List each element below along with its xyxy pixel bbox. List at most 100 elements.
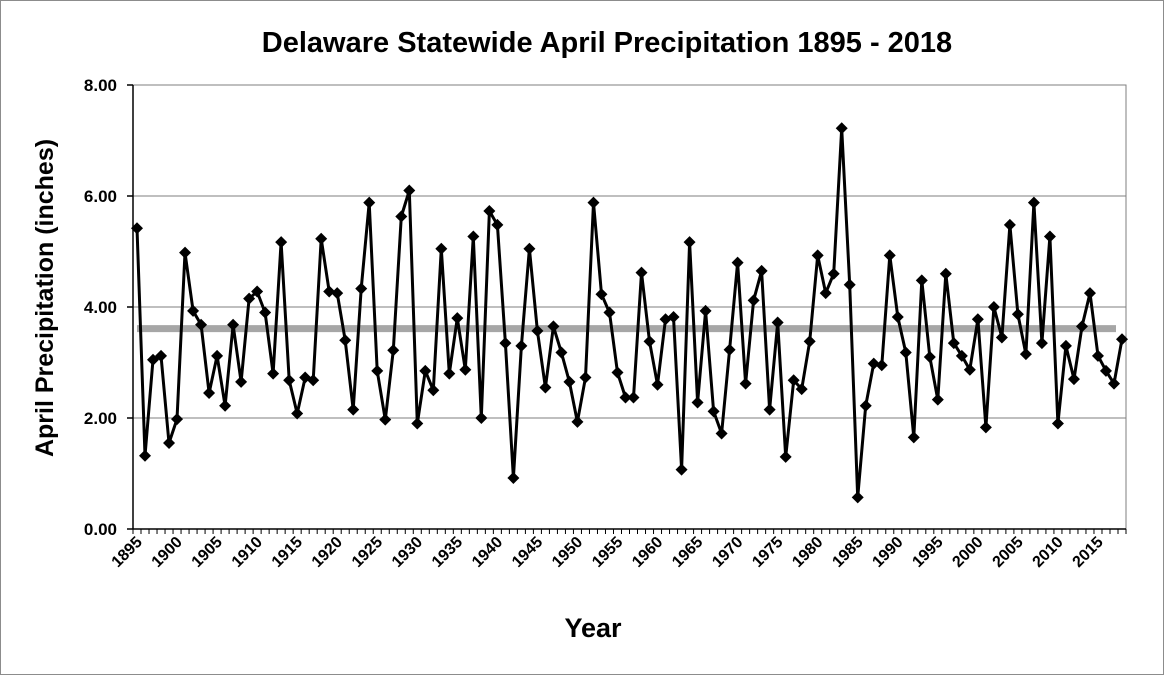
data-point-marker <box>195 318 208 331</box>
data-point-marker <box>627 391 640 404</box>
data-point-marker <box>1116 333 1128 346</box>
data-point-marker <box>451 312 464 325</box>
data-point-marker <box>827 267 840 280</box>
x-tick-label: 1940 <box>469 534 506 571</box>
x-tick-label: 1950 <box>549 534 586 571</box>
data-point-marker <box>187 304 200 317</box>
data-point-marker <box>387 344 400 357</box>
data-point-marker <box>355 282 368 295</box>
data-point-marker <box>939 267 952 280</box>
data-point-marker <box>667 310 680 323</box>
data-point-marker <box>803 335 816 348</box>
data-point-marker <box>1107 377 1120 390</box>
data-point-marker <box>971 313 984 326</box>
data-point-marker <box>443 367 456 380</box>
data-point-marker <box>131 222 143 235</box>
data-point-marker <box>963 363 976 376</box>
data-point-marker <box>1035 337 1048 350</box>
data-point-marker <box>651 378 664 391</box>
data-point-marker <box>275 236 288 249</box>
x-tick-label: 1980 <box>789 534 826 571</box>
data-point-marker <box>347 403 360 416</box>
x-tick-label: 2010 <box>1030 534 1067 571</box>
data-point-marker <box>363 196 376 209</box>
data-point-marker <box>219 399 232 412</box>
x-tick-label: 1990 <box>869 534 906 571</box>
series-group <box>131 122 1128 504</box>
data-point-marker <box>307 374 320 387</box>
data-point-marker <box>899 346 912 359</box>
x-tick-label: 1935 <box>429 534 466 571</box>
data-point-marker <box>539 381 552 394</box>
data-point-marker <box>291 407 304 420</box>
data-point-marker <box>251 285 264 298</box>
data-point-marker <box>947 337 960 350</box>
data-point-marker <box>179 246 192 259</box>
data-point-marker <box>467 230 480 243</box>
data-point-marker <box>955 349 968 362</box>
data-point-marker <box>1099 364 1112 377</box>
data-point-marker <box>771 316 784 329</box>
chart-title: Delaware Statewide April Precipitation 1… <box>262 27 952 59</box>
data-point-marker <box>723 343 736 356</box>
data-point-marker <box>411 417 424 430</box>
x-axis-label: Year <box>564 613 622 643</box>
y-tick-labels: 0.00 2.00 4.00 6.00 8.00 <box>84 76 117 539</box>
data-point-marker <box>419 364 432 377</box>
y-tick-label: 4.00 <box>84 298 117 317</box>
data-point-marker <box>491 218 504 231</box>
x-tick-label: 1915 <box>269 534 306 571</box>
data-point-marker <box>499 337 512 350</box>
data-point-marker <box>843 278 856 291</box>
data-point-marker <box>691 396 704 409</box>
data-point-marker <box>203 387 216 400</box>
data-point-marker <box>787 374 800 387</box>
data-point-marker <box>579 371 592 384</box>
x-tick-label: 1920 <box>309 534 346 571</box>
data-point-marker <box>875 359 888 372</box>
y-tick-label: 2.00 <box>84 409 117 428</box>
y-axis-label: April Precipitation (inches) <box>31 139 59 457</box>
x-tick-label: 1995 <box>909 534 946 571</box>
data-point-marker <box>435 242 448 255</box>
x-tick-label: 1955 <box>589 534 626 571</box>
x-tick-label: 1960 <box>629 534 666 571</box>
data-point-marker <box>683 236 696 249</box>
x-tick-label: 1975 <box>749 534 786 571</box>
series-line <box>135 126 1124 499</box>
data-point-marker <box>731 256 744 269</box>
data-point-marker <box>979 421 992 434</box>
data-point-marker <box>507 471 520 484</box>
data-point-marker <box>883 249 896 262</box>
data-point-marker <box>739 377 752 390</box>
data-point-marker <box>475 412 488 424</box>
data-point-marker <box>635 266 648 279</box>
data-point-marker <box>931 393 944 406</box>
x-tick-label: 1965 <box>669 534 706 571</box>
y-tick-label: 6.00 <box>84 187 117 206</box>
data-point-marker <box>267 367 280 380</box>
data-point-marker <box>915 274 928 287</box>
data-point-marker <box>611 366 624 379</box>
data-point-marker <box>235 375 248 388</box>
x-tick-label: 1895 <box>109 534 146 571</box>
data-point-marker <box>675 463 688 476</box>
data-point-marker <box>483 204 496 217</box>
data-point-marker <box>163 436 176 449</box>
data-point-marker <box>923 350 936 363</box>
x-tick-label: 1970 <box>709 534 746 571</box>
data-point-marker <box>779 450 792 463</box>
x-tick-label: 1985 <box>829 534 866 571</box>
data-point-marker <box>531 324 544 337</box>
data-point-marker <box>427 384 440 397</box>
data-point-marker <box>515 339 528 352</box>
x-tick-label: 1910 <box>229 534 266 571</box>
data-point-marker <box>155 349 168 362</box>
data-point-marker <box>459 363 472 376</box>
data-point-marker <box>891 310 904 323</box>
data-point-marker <box>987 301 1000 313</box>
data-point-marker <box>603 306 616 319</box>
data-point-marker <box>227 318 240 331</box>
data-point-marker <box>1019 348 1032 361</box>
